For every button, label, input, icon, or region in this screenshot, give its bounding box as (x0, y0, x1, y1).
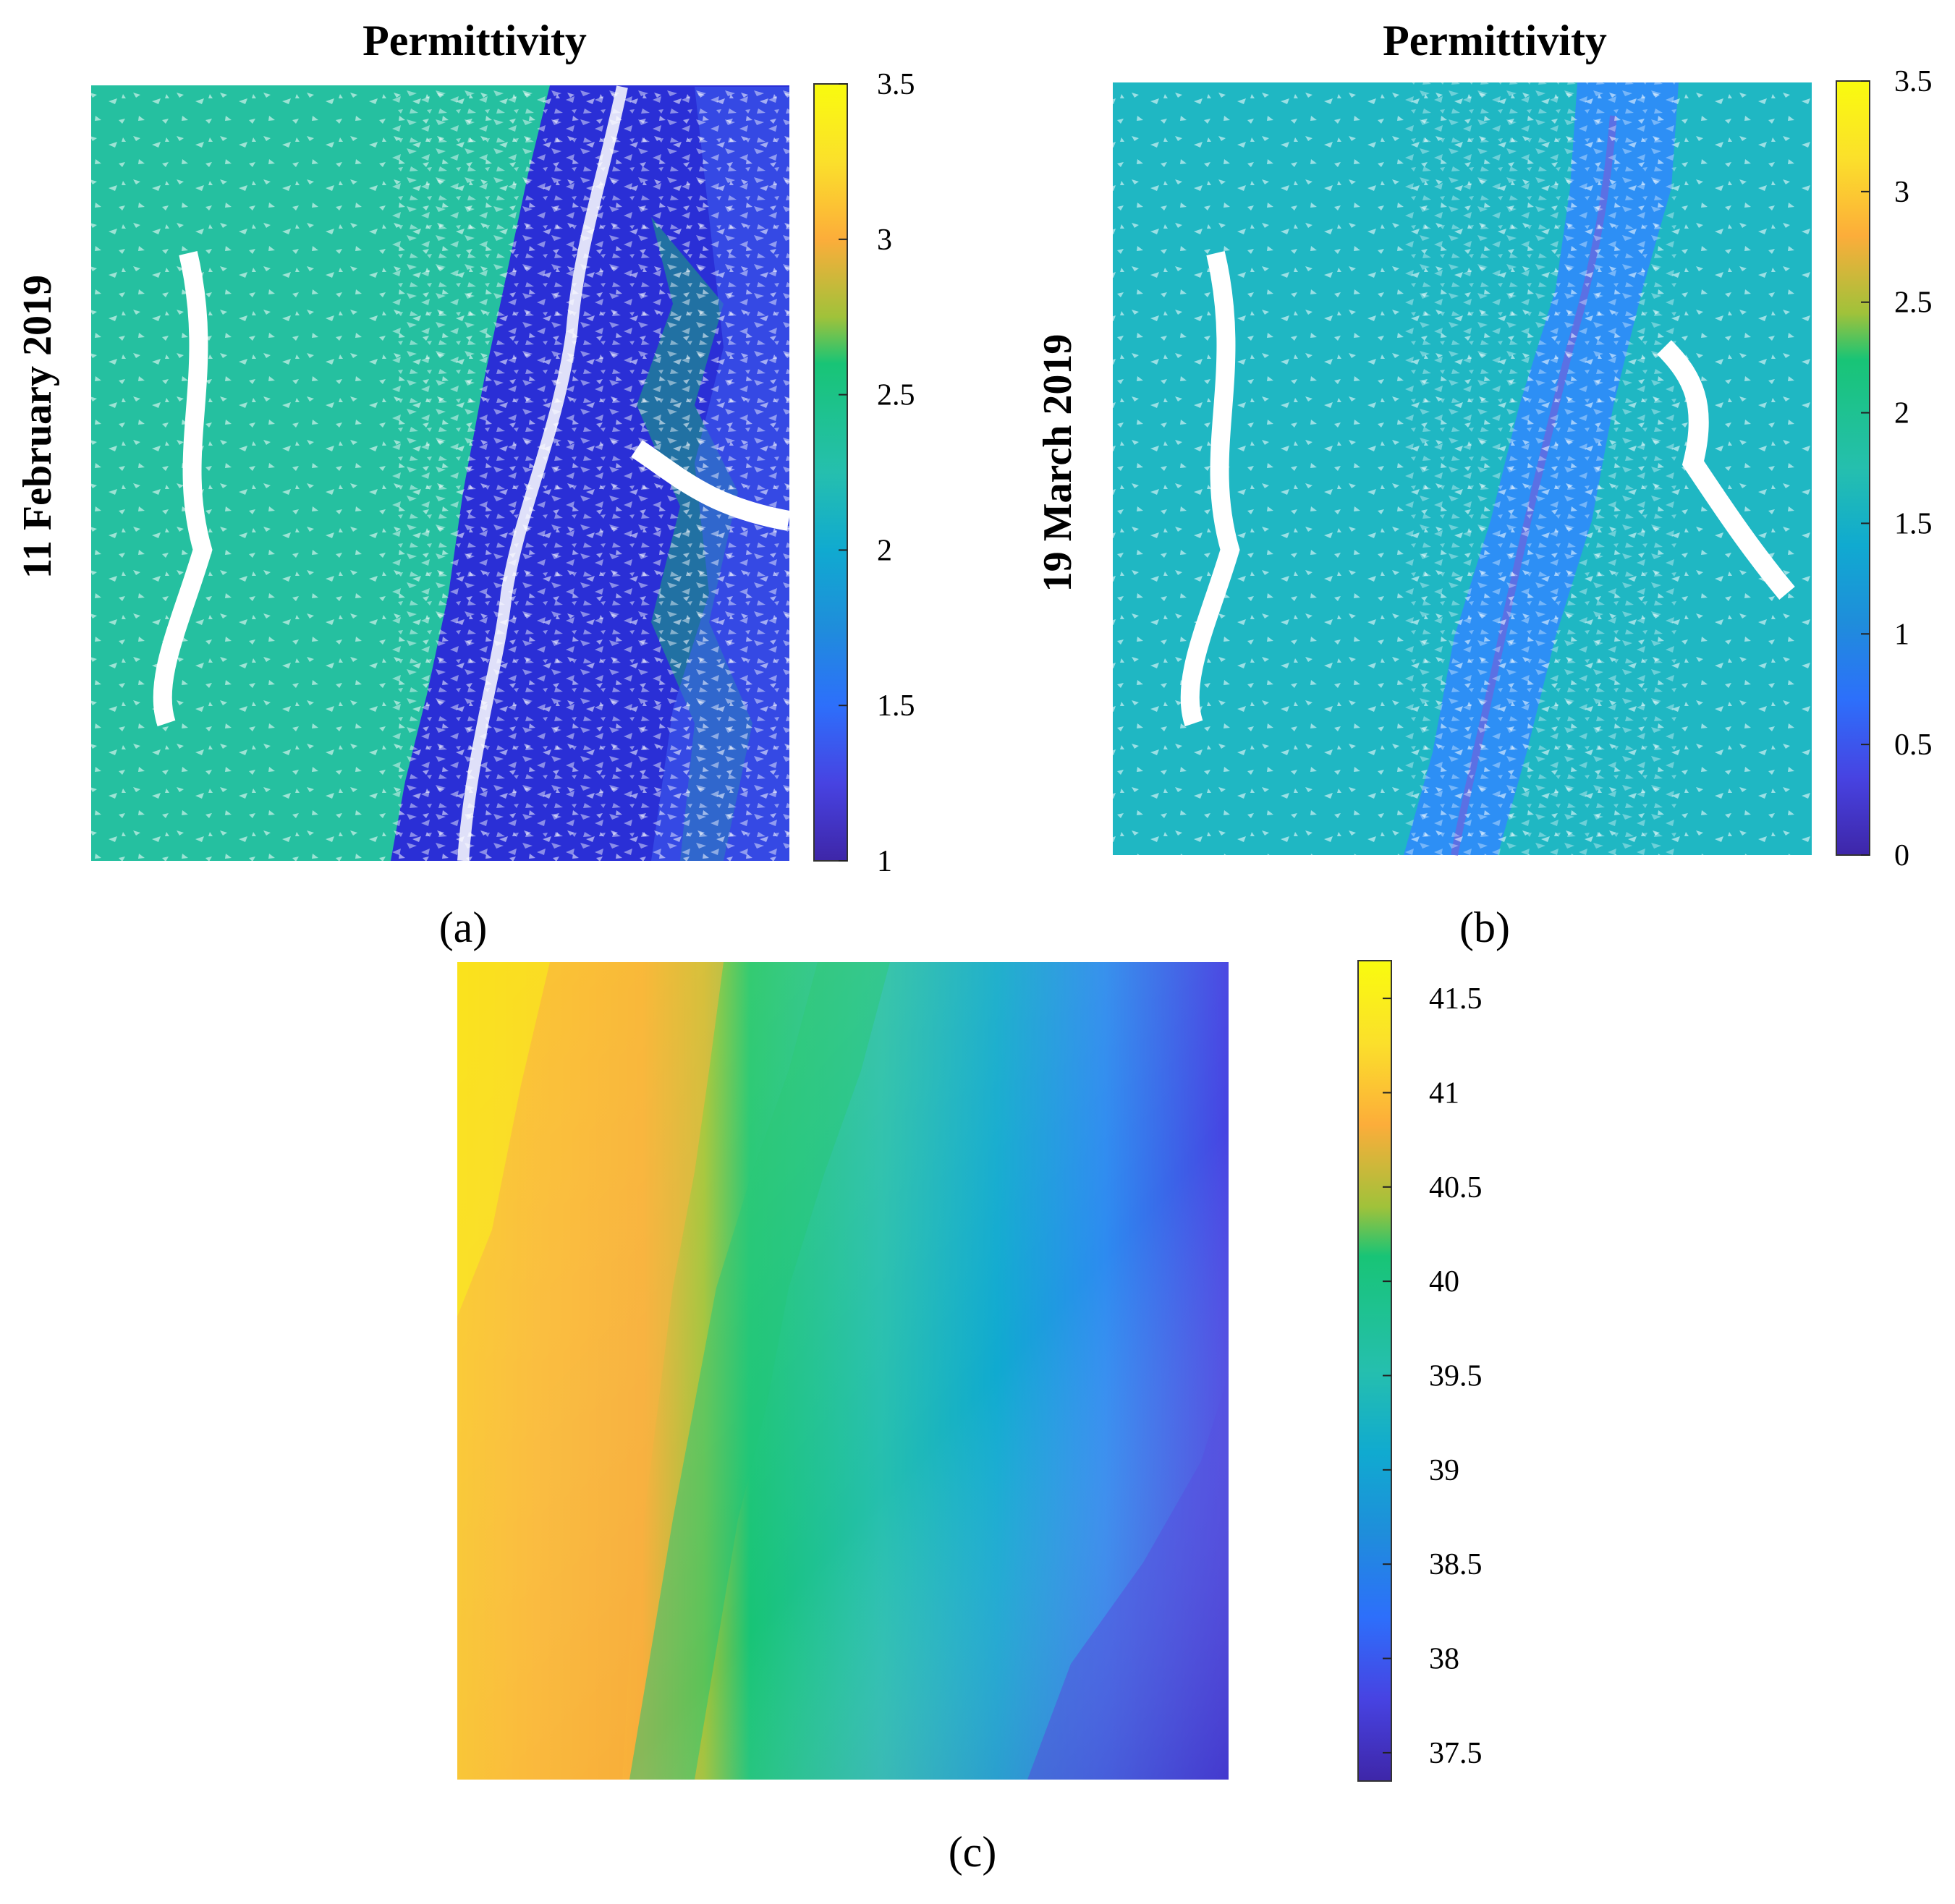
panel-c-colorbar-tick-label: 38 (1429, 1643, 1459, 1676)
panel-c-colorbar-tick-label: 38.5 (1429, 1548, 1483, 1581)
panel-b-caption: (b) (1459, 904, 1510, 951)
panel-b-colorbar-gradient (1836, 80, 1870, 856)
panel-c-map (457, 962, 1229, 1780)
panel-a-colorbar-tick-label: 2 (877, 534, 892, 567)
panel-a-caption: (a) (439, 904, 488, 951)
panel-c: 37.5 38 38.5 39 39.5 40 40.5 41 41.5 (c) (457, 960, 1483, 1876)
panel-c-colorbar: 37.5 38 38.5 39 39.5 40 40.5 41 41.5 (1357, 960, 1483, 1782)
panel-c-colorbar-tick-label: 37.5 (1429, 1737, 1483, 1770)
panel-b-colorbar-ticks: 0 0.5 1 1.5 2 2.5 3 3.5 (1861, 65, 1933, 872)
panel-b-colorbar-tick-label: 2.5 (1894, 286, 1933, 320)
panel-b: Permittivity 19 March 2019 0 0.5 1 1.5 2 2.5 3… (1035, 17, 1933, 951)
panel-b-colorbar: 0 0.5 1 1.5 2 2.5 3 3.5 (1836, 65, 1933, 872)
panel-a-colorbar-gradient (813, 83, 848, 862)
panel-b-colorbar-tick-label: 0 (1894, 839, 1909, 872)
panel-a-colorbar-tick-label: 1 (877, 845, 892, 878)
panel-b-map (1113, 82, 1812, 856)
panel-a-date-label: 11 February 2019 (15, 275, 60, 579)
panel-a-snow-texture-fine (391, 85, 789, 861)
panel-b-colorbar-tick-label: 2 (1894, 397, 1909, 430)
panel-c-colorbar-tick-label: 39 (1429, 1454, 1459, 1487)
panel-a-colorbar-tick-label: 3 (877, 224, 892, 257)
panel-a-title: Permittivity (362, 17, 587, 64)
panel-c-colorbar-tick-label: 39.5 (1429, 1360, 1483, 1393)
panel-a-colorbar-ticks: 1 1.5 2 2.5 3 3.5 (839, 68, 915, 878)
panel-b-snow-texture-fine (1404, 82, 1679, 855)
panel-b-date-label: 19 March 2019 (1035, 334, 1080, 592)
panel-a-colorbar-tick-label: 1.5 (877, 689, 915, 723)
panel-a-map (91, 85, 791, 862)
panel-b-colorbar-tick-label: 1.5 (1894, 507, 1933, 540)
panel-a-colorbar: 1 1.5 2 2.5 3 3.5 (813, 68, 915, 878)
panel-a-colorbar-tick-label: 2.5 (877, 379, 915, 412)
panel-b-colorbar-tick-label: 3 (1894, 176, 1909, 209)
panel-b-title: Permittivity (1383, 17, 1607, 64)
panel-c-colorbar-tick-label: 41.5 (1429, 982, 1483, 1016)
panel-c-colorbar-tick-label: 40 (1429, 1265, 1459, 1299)
panel-b-colorbar-tick-label: 1 (1894, 618, 1909, 651)
panel-c-colorbar-tick-label: 40.5 (1429, 1171, 1483, 1204)
panel-c-colorbar-ticks: 37.5 38 38.5 39 39.5 40 40.5 41 41.5 (1383, 982, 1483, 1770)
panel-b-colorbar-tick-label: 3.5 (1894, 65, 1933, 98)
panel-c-shading (457, 962, 1229, 1780)
panel-c-colorbar-tick-label: 41 (1429, 1076, 1459, 1110)
panel-a: Permittivity 11 February 2019 1 1.5 2 2.5 3 3… (15, 17, 915, 951)
panel-c-colorbar-gradient (1357, 960, 1392, 1782)
panel-b-colorbar-tick-label: 0.5 (1894, 728, 1933, 762)
panel-c-caption: (c) (949, 1828, 997, 1876)
panel-a-colorbar-tick-label: 3.5 (877, 68, 915, 101)
